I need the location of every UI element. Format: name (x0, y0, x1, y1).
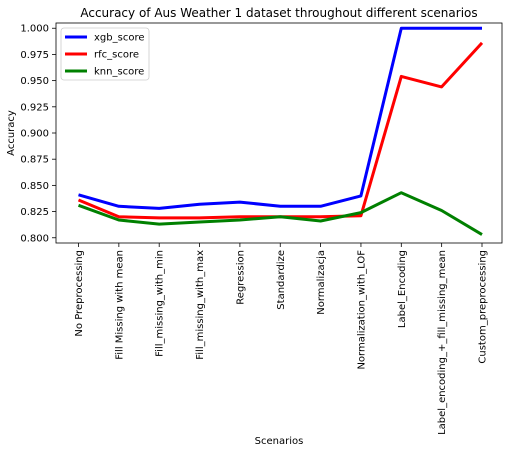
x-tick-label: Standardize (276, 250, 287, 310)
x-tick-label: Label_Encoding (397, 250, 408, 328)
x-axis: No Preprocessing Fill Missing with mean Fi… (74, 243, 489, 435)
legend-label-rfc_score: rfc_score (94, 50, 139, 61)
x-tick-label: Normalizacja (316, 250, 327, 315)
legend-label-xgb_score: xgb_score (94, 33, 144, 44)
x-tick-label: Label_encoding_+_fill_missing_mean (437, 250, 448, 435)
series-lines (77, 26, 484, 236)
y-tick-label: 0.900 (20, 129, 49, 140)
y-tick-label: 0.925 (20, 102, 49, 113)
y-tick-label: 0.950 (20, 76, 49, 87)
x-tick-label: Fill Missing with mean (114, 250, 125, 360)
y-axis-label: Accuracy (6, 110, 17, 156)
x-tick-label: Regression (235, 250, 246, 305)
legend-frame (60, 27, 150, 81)
x-tick-label: Normalization_with_LOF (356, 250, 367, 370)
y-axis: 0.800 0.825 0.850 0.875 0.900 0.925 0.950 0.975… (20, 24, 56, 244)
x-tick-label: Fill_missing_with_min (155, 250, 166, 357)
legend-label-knn_score: knn_score (94, 67, 144, 78)
y-tick-label: 0.975 (20, 50, 49, 61)
series-line-xgb_score (78, 26, 482, 210)
y-tick-label: 0.850 (20, 181, 49, 192)
x-tick-label: Fill_missing_with_max (195, 250, 206, 360)
x-axis-label: Scenarios (255, 436, 304, 447)
series-line-knn_score (77, 191, 483, 236)
x-tick-label: Custom_preprocessing (478, 250, 489, 364)
y-tick-label: 1.000 (20, 24, 49, 35)
y-tick-label: 0.875 (20, 155, 49, 166)
y-tick-label: 0.800 (20, 233, 49, 244)
chart-title: Accuracy of Aus Weather 1 dataset throug… (80, 6, 477, 20)
x-tick-label: No Preprocessing (74, 250, 85, 337)
legend: xgb_score rfc_score knn_score (60, 27, 150, 81)
y-tick-label: 0.825 (20, 207, 49, 218)
